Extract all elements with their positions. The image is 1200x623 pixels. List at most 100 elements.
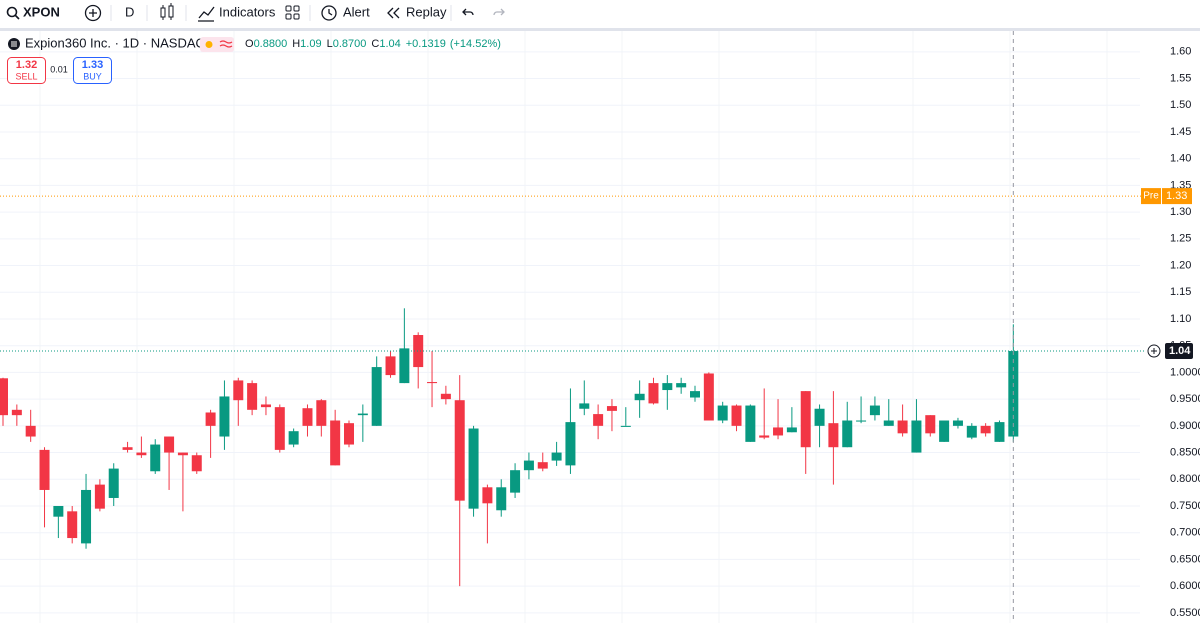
close-label: C (371, 38, 379, 50)
candle-body (523, 460, 534, 471)
grid-icon (293, 13, 300, 20)
candle-body (537, 462, 548, 469)
symbol-name: Expion360 Inc. · 1D · NASDAQ (25, 35, 206, 50)
premarket-price-tag (1162, 188, 1192, 205)
candle-body (551, 452, 562, 461)
sell-price: 1.32 (16, 59, 37, 71)
candle-body (288, 431, 299, 445)
low-label: L (327, 38, 333, 50)
y-tick-label: 1.40 (1170, 153, 1191, 165)
buy-button[interactable] (73, 57, 112, 84)
candle-body (565, 422, 576, 466)
y-tick-label: 1.55 (1170, 72, 1191, 84)
toolbar: XPON D Indicators Alert Replay (0, 0, 1200, 31)
y-tick-label: 1.45 (1170, 126, 1191, 138)
candle-body (191, 455, 202, 472)
candle-body (0, 378, 8, 416)
change: +0.1319 (406, 38, 446, 50)
search-icon[interactable] (6, 6, 18, 18)
candle-body (690, 391, 700, 398)
candle-body (274, 407, 285, 450)
y-tick-label: 1.15 (1170, 286, 1191, 298)
candle-body (330, 420, 341, 466)
candle-body (427, 382, 438, 384)
candle-body (731, 405, 742, 426)
y-tick-label: 1.60 (1170, 46, 1191, 58)
symbol[interactable]: XPON (23, 4, 60, 19)
candle-body (606, 406, 617, 411)
candle-body (468, 428, 479, 509)
indicators-button[interactable]: Indicators (219, 4, 276, 19)
candle-body (897, 420, 908, 434)
candle-body (939, 420, 950, 442)
candle-body (800, 391, 811, 448)
candle-body (136, 452, 147, 456)
candle-body (39, 449, 50, 490)
candle-body (413, 335, 424, 368)
open-value: 0.8800 (254, 38, 288, 50)
add-alert-plus (1151, 348, 1157, 355)
candle-body (773, 427, 784, 436)
candle-body (648, 383, 659, 404)
candle-body (828, 423, 839, 448)
layouts-button[interactable] (285, 5, 300, 20)
candle-body (302, 408, 313, 426)
premarket-price: 1.33 (1166, 190, 1187, 202)
candle-body (219, 396, 230, 437)
candle-body (150, 444, 161, 472)
interval[interactable]: D (125, 4, 134, 19)
grid-icon (285, 13, 292, 20)
candle-body (925, 415, 936, 434)
candle-body (994, 422, 1005, 442)
candle-body (966, 425, 977, 438)
alert-button[interactable]: Alert (343, 4, 370, 19)
session-badge (200, 37, 234, 52)
candle-body (260, 404, 271, 408)
candle-body (122, 447, 133, 450)
candle-body (814, 408, 825, 426)
grid-icon (285, 5, 292, 12)
redo-button[interactable] (493, 8, 505, 16)
candle-body (703, 373, 714, 421)
candle-body (53, 505, 64, 517)
candle-body (164, 436, 175, 453)
candle-body (980, 425, 991, 434)
sun-icon (205, 41, 213, 48)
candle-body (94, 484, 105, 509)
y-tick-label: 1.50 (1170, 99, 1191, 111)
sell-button[interactable] (7, 57, 46, 84)
candle-body (81, 489, 92, 544)
undo-button[interactable] (462, 8, 474, 16)
change-percent: (+14.52%) (450, 38, 501, 50)
candle-body (759, 435, 770, 438)
candle-body (717, 405, 728, 421)
candle-body (177, 452, 188, 456)
candle-body (662, 383, 673, 391)
grid-icon (293, 5, 300, 12)
replay-button[interactable]: Replay (406, 4, 447, 19)
waves-icon (219, 40, 233, 48)
candle-body (634, 393, 645, 401)
candle-icon-wicks (162, 3, 172, 20)
compare-button[interactable] (84, 4, 102, 22)
toolbar-border (0, 28, 1200, 31)
y-tick-label: 1.25 (1170, 233, 1191, 245)
replay-icon (387, 7, 400, 19)
candle-body (440, 393, 451, 400)
premarket-tag-label: Pre (1143, 191, 1159, 202)
candle-body (344, 423, 354, 445)
candle-body (316, 400, 327, 426)
candle-body (911, 420, 922, 453)
low-value: 0.8700 (333, 38, 367, 50)
spread: 0.01 (50, 64, 68, 74)
buy-label: BUY (83, 71, 102, 81)
y-tick-label: 1.10 (1170, 313, 1191, 325)
symbol-logo-mark (11, 41, 17, 47)
high-label: H (292, 38, 300, 50)
candle-body (869, 405, 880, 416)
chart-type-button[interactable] (160, 3, 174, 20)
